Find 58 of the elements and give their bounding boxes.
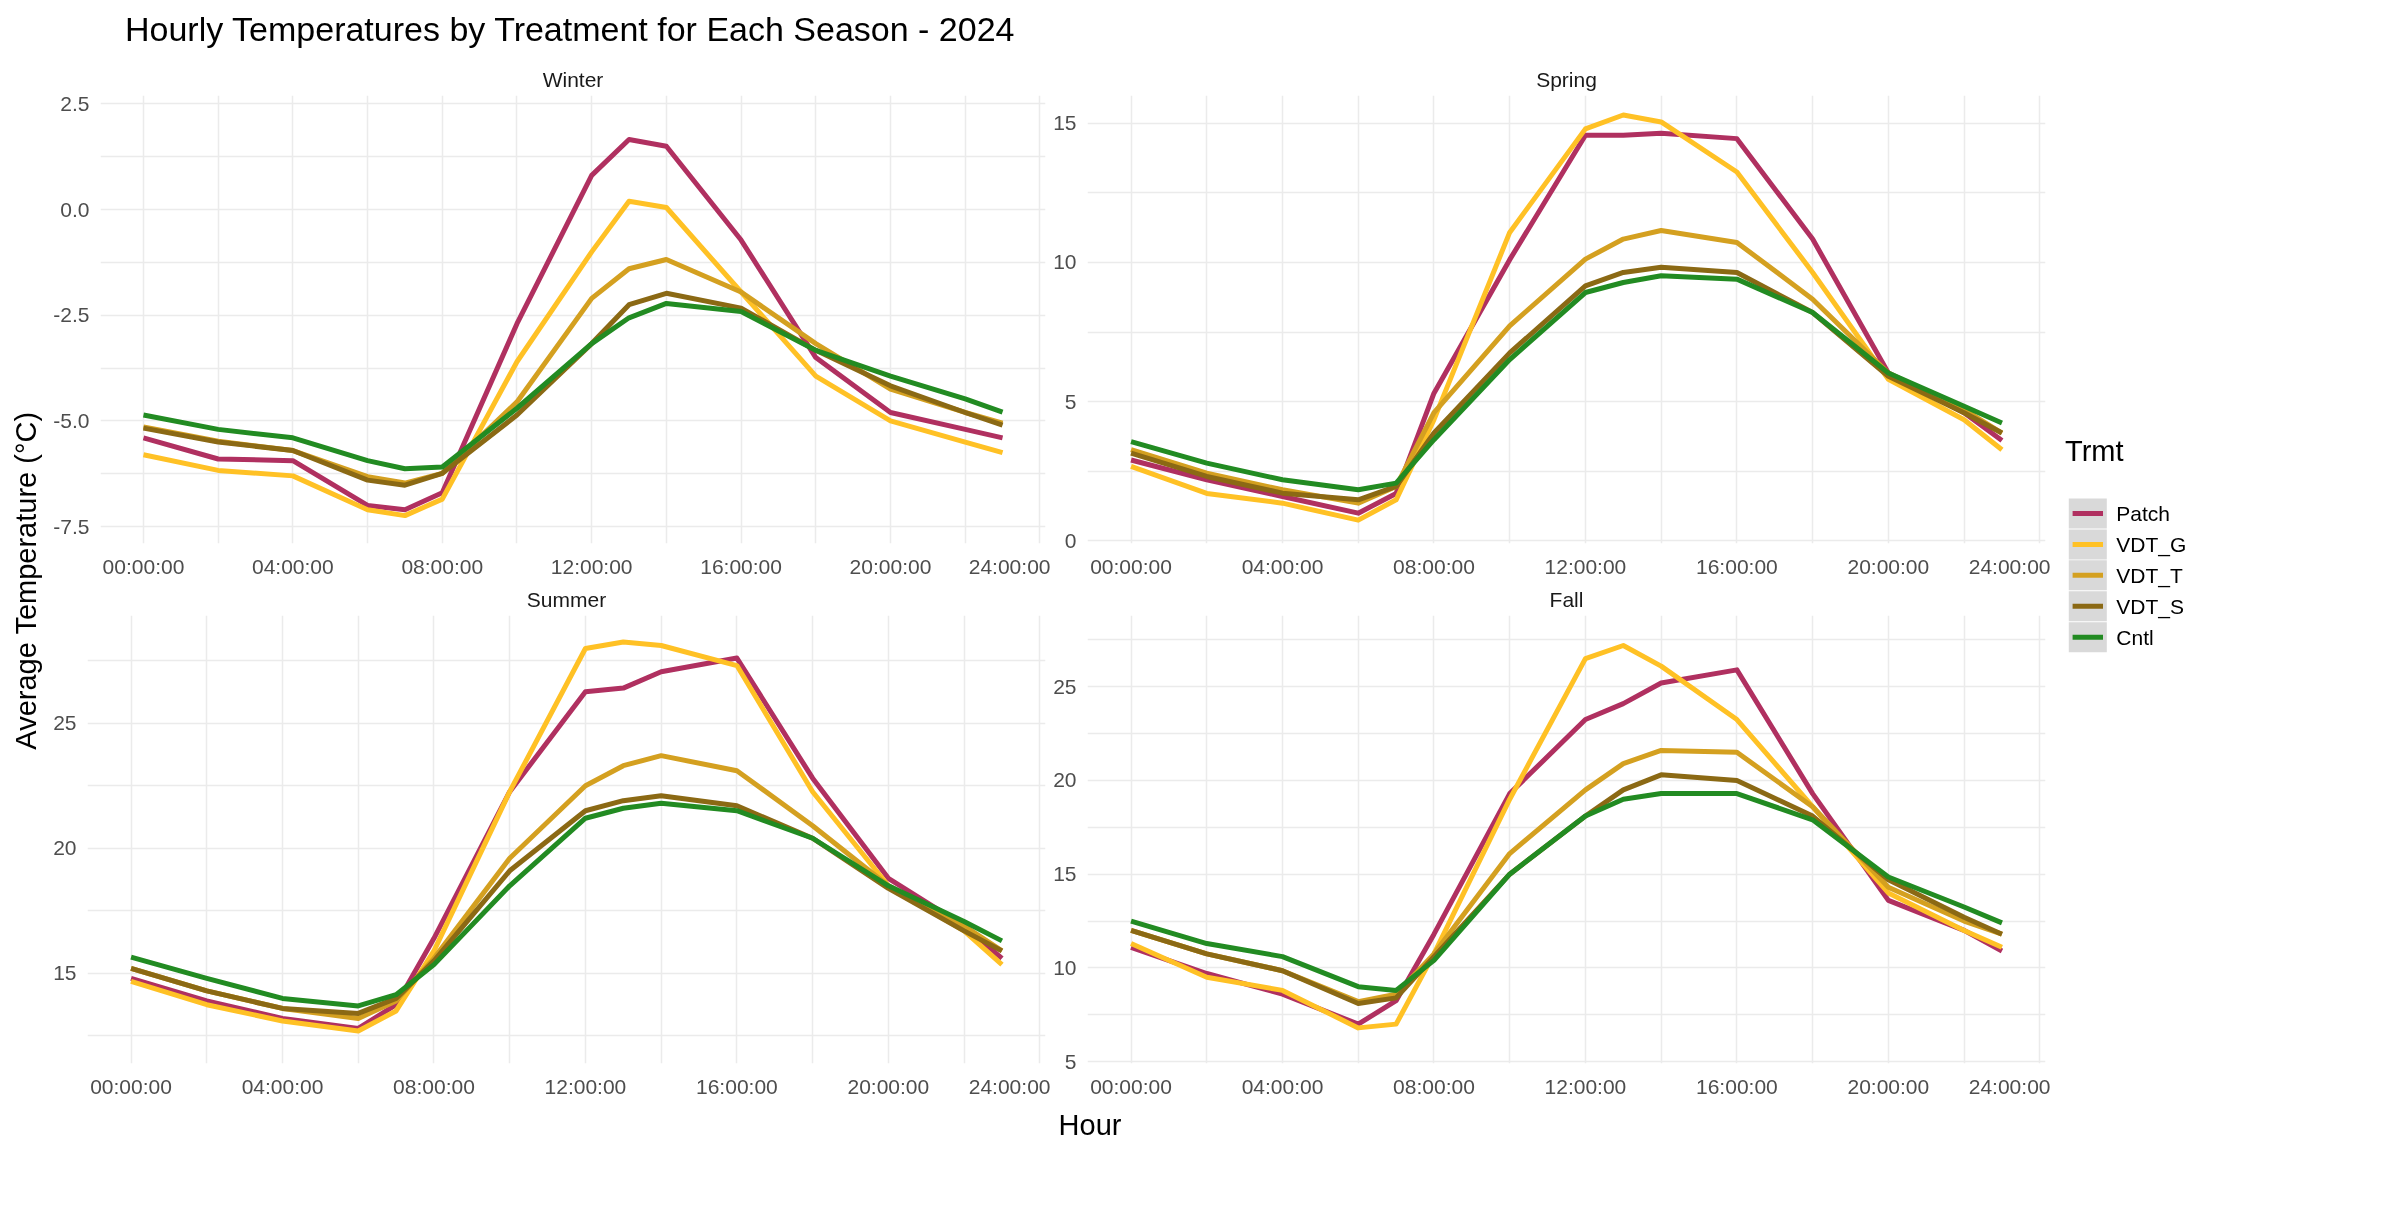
- y-axis-title: Average Temperature (°C): [9, 411, 42, 750]
- x-tick-label: 00:00:00: [1090, 554, 1172, 578]
- x-tick-label: 08:00:00: [1393, 1074, 1475, 1098]
- x-tick-label: 24:00:00: [1968, 554, 2051, 578]
- y-tick-label: -7.5: [53, 514, 90, 538]
- y-tick-label: 20: [1053, 768, 1077, 792]
- y-tick-label: 25: [53, 711, 77, 735]
- y-tick-label: -5.0: [53, 408, 90, 432]
- x-tick-label: 00:00:00: [90, 1074, 172, 1098]
- x-tick-label: 08:00:00: [401, 554, 484, 578]
- legend-label: Patch: [2116, 502, 2170, 526]
- x-tick-label: 04:00:00: [251, 554, 334, 578]
- x-tick-label: 12:00:00: [1544, 554, 1627, 578]
- x-tick-label: 00:00:00: [102, 554, 185, 578]
- x-tick-label: 16:00:00: [696, 1074, 778, 1098]
- y-tick-label: 10: [1053, 250, 1077, 274]
- x-tick-label: 04:00:00: [1241, 554, 1324, 578]
- x-tick-label: 08:00:00: [1393, 554, 1475, 578]
- y-tick-label: 0: [1064, 528, 1077, 552]
- x-tick-label: 24:00:00: [968, 1074, 1051, 1098]
- chart-subtitle: Spring: [1536, 67, 1597, 91]
- chart-subtitle: Winter: [542, 67, 604, 91]
- x-tick-label: 16:00:00: [1696, 1074, 1778, 1098]
- x-tick-label: 12:00:00: [550, 554, 633, 578]
- x-tick-label: 04:00:00: [241, 1074, 324, 1098]
- x-tick-label: 12:00:00: [544, 1074, 627, 1098]
- y-tick-label: 15: [1053, 862, 1077, 886]
- y-tick-label: 15: [53, 961, 77, 985]
- y-tick-label: 25: [1053, 674, 1077, 698]
- x-tick-label: 24:00:00: [1968, 1074, 2051, 1098]
- x-tick-label: 20:00:00: [847, 1074, 930, 1098]
- x-tick-label: 24:00:00: [968, 554, 1051, 578]
- x-tick-label: 20:00:00: [1847, 554, 1930, 578]
- chart-title: Hourly Temperatures by Treatment for Each Season - 2024: [125, 9, 1015, 50]
- x-axis-title: Hour: [1058, 1108, 1122, 1143]
- legend-title: Trmt: [2065, 435, 2124, 468]
- y-tick-label: 0.0: [60, 197, 90, 221]
- chart-subtitle: Fall: [1549, 587, 1584, 611]
- y-tick-label: 20: [53, 836, 77, 860]
- y-tick-label: 10: [1053, 955, 1077, 979]
- x-tick-label: 16:00:00: [1696, 554, 1778, 578]
- x-tick-label: 16:00:00: [700, 554, 782, 578]
- x-tick-label: 20:00:00: [1847, 1074, 1930, 1098]
- y-tick-label: 5: [1064, 1049, 1077, 1073]
- x-tick-label: 08:00:00: [393, 1074, 475, 1098]
- y-tick-label: 15: [1053, 111, 1077, 135]
- legend-label: VDT_G: [2116, 532, 2187, 557]
- y-tick-label: 2.5: [60, 91, 90, 115]
- legend-label: VDT_T: [2116, 563, 2183, 588]
- x-tick-label: 00:00:00: [1090, 1074, 1172, 1098]
- chart-subtitle: Summer: [526, 587, 607, 611]
- x-tick-label: 04:00:00: [1241, 1074, 1324, 1098]
- legend-label: Cntl: [2116, 625, 2154, 649]
- x-tick-label: 12:00:00: [1544, 1074, 1627, 1098]
- y-tick-label: 5: [1064, 389, 1077, 413]
- y-tick-label: -2.5: [53, 303, 90, 327]
- x-tick-label: 20:00:00: [849, 554, 932, 578]
- legend-label: VDT_S: [2116, 594, 2184, 619]
